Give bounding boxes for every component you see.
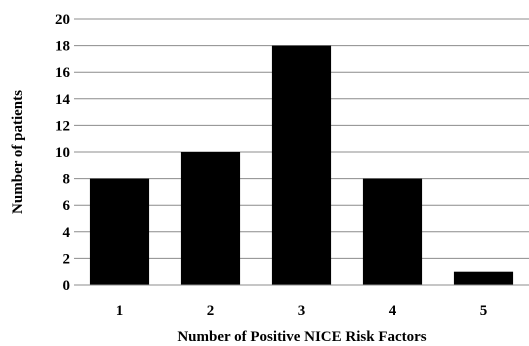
bar-1 [89,178,150,285]
y-tick-label: 2 [63,251,71,267]
x-tick-label: 5 [480,303,488,319]
y-tick-label: 10 [55,145,70,161]
y-tick-label: 16 [55,65,71,81]
x-tick-labels: 1 2 3 4 5 [116,303,488,319]
y-tick-label: 18 [55,39,70,55]
bar-4 [362,178,423,285]
y-tick-label: 12 [55,118,70,134]
y-tick-label: 6 [63,198,71,214]
y-tick-labels: 0 2 4 6 8 10 12 14 16 18 20 [55,12,71,294]
bar-2 [180,152,241,285]
y-tick-label: 0 [63,278,71,294]
bar-3 [271,45,332,285]
y-tick-label: 20 [55,12,70,28]
bar-5 [453,271,514,285]
y-axis-title: Number of patients [10,90,26,214]
x-tick-label: 2 [207,303,215,319]
y-tick-label: 4 [63,225,71,241]
x-axis-title: Number of Positive NICE Risk Factors [177,329,426,345]
y-tick-label: 8 [63,172,71,188]
y-tick-label: 14 [55,92,71,108]
x-tick-label: 4 [389,303,397,319]
x-tick-label: 1 [116,303,124,319]
x-tick-label: 3 [298,303,306,319]
bars [89,45,514,285]
